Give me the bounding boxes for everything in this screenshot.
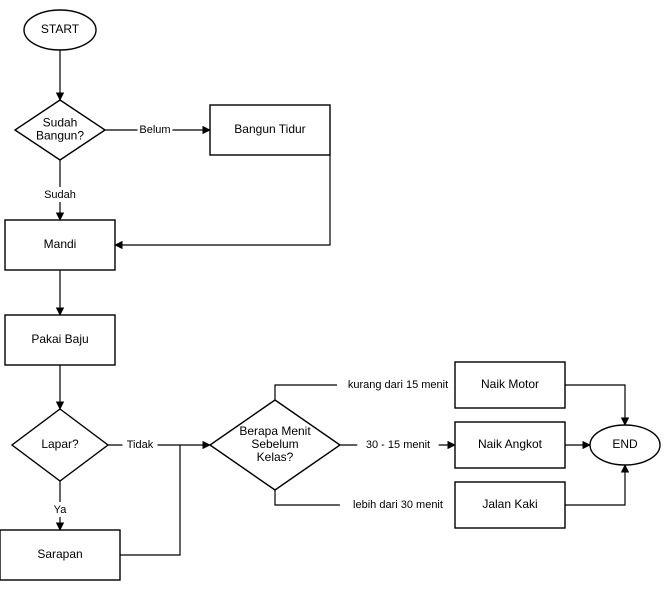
edge-label-e8: Ya (54, 504, 68, 516)
node-pakaiBaju: Pakai Baju (5, 315, 115, 365)
node-label-bangunTidur: Bangun Tidur (234, 122, 305, 136)
node-naikMotor: Naik Motor (455, 362, 565, 408)
node-jalanKaki: Jalan Kaki (455, 482, 565, 528)
edge-label-e2: Belum (139, 124, 170, 136)
node-label-berapaMenit-0: Berapa Menit (239, 424, 311, 438)
node-berapaMenit: Berapa MenitSebelumKelas? (210, 400, 340, 490)
node-label-start: START (41, 22, 80, 36)
edge-e9 (120, 445, 180, 555)
edge-label-e11: kurang dari 15 menit (348, 379, 448, 391)
node-label-mandi: Mandi (44, 237, 77, 251)
node-label-naikMotor: Naik Motor (481, 377, 539, 391)
edge-label-e3: Sudah (44, 189, 76, 201)
edge-e14 (565, 385, 625, 425)
node-end: END (590, 425, 660, 465)
node-label-naikAngkot: Naik Angkot (478, 437, 543, 451)
node-label-pakaiBaju: Pakai Baju (31, 332, 88, 346)
node-bangunTidur: Bangun Tidur (210, 105, 330, 155)
flowchart-canvas: Belum Sudah Tidak Ya 30 - 15 menit kurang dar… (0, 0, 672, 612)
node-label-berapaMenit-1: Sebelum (251, 437, 298, 451)
edge-e4 (115, 155, 330, 245)
node-start: START (24, 10, 96, 50)
node-label-lapar: Lapar? (41, 437, 79, 451)
node-naikAngkot: Naik Angkot (455, 422, 565, 468)
node-label-sudahBangun-0: Sudah (43, 116, 78, 130)
edge-label-e7: Tidak (127, 439, 154, 451)
edge-label-e10: 30 - 15 menit (366, 439, 430, 451)
edge-label-e12: lebih dari 30 menit (353, 499, 443, 511)
node-label-sudahBangun-1: Bangun? (36, 129, 84, 143)
node-mandi: Mandi (5, 220, 115, 270)
node-label-jalanKaki: Jalan Kaki (482, 497, 537, 511)
edge-e15 (565, 465, 625, 505)
node-label-sarapan: Sarapan (37, 547, 82, 561)
node-label-end: END (612, 437, 638, 451)
node-lapar: Lapar? (12, 409, 108, 481)
node-sudahBangun: SudahBangun? (15, 100, 105, 160)
node-sarapan: Sarapan (0, 530, 120, 580)
node-label-berapaMenit-2: Kelas? (257, 450, 294, 464)
